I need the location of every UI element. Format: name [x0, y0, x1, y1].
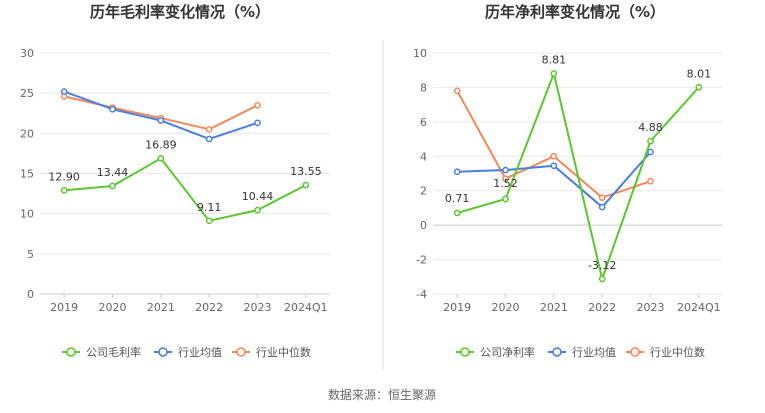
gross-x-tick-label: 2023: [244, 301, 272, 314]
net-company-point: [695, 83, 703, 91]
net-industry-avg-line: [457, 151, 652, 209]
net-y-tick-label: -2: [416, 254, 427, 267]
gross-y-tick-label: 0: [27, 288, 34, 301]
gross-data-label: 10.44: [242, 190, 274, 203]
net-industry-avg-point: [453, 168, 461, 176]
gross-industry-avg-point: [254, 119, 261, 127]
net-x-tick-label: 2022: [588, 301, 616, 314]
net-y-tick-label: 8: [420, 81, 427, 94]
gross-industry-median-point: [254, 101, 261, 109]
gross-legend-industry-avg[interactable]: 行业均值: [154, 346, 222, 359]
net-y-tick-label: 4: [420, 150, 427, 163]
gross-y-tick-label: 30: [20, 47, 34, 60]
legend-label: 行业中位数: [650, 345, 705, 359]
net-industry-median-point: [647, 177, 654, 185]
gross-industry-avg-point: [205, 135, 213, 143]
gross-y-tick-label: 10: [20, 208, 34, 221]
gross-company-point: [157, 154, 165, 162]
gross-y-tick-label: 5: [27, 248, 34, 261]
gross-data-label: 16.89: [145, 138, 177, 151]
gross-y-tick-label: 25: [20, 87, 34, 100]
net-data-label: 1.52: [493, 177, 518, 190]
net-industry-avg-point: [647, 148, 654, 156]
net-industry-median-point: [598, 194, 606, 201]
gross-x-tick-label: 2022: [195, 301, 223, 314]
data-source: 数据来源：恒生聚源: [328, 387, 436, 402]
net-data-label: 0.71: [445, 192, 470, 205]
gross-company-point: [60, 187, 68, 194]
legend-swatch-marker: [158, 347, 168, 357]
net-data-label: -3.12: [588, 259, 616, 272]
net-industry-median-point: [453, 87, 461, 95]
net-margin-chart: 历年净利率变化情况（%） -4 -2 0 2 4 6 8 10 2019 2020 2021 2022 2…: [413, 3, 723, 359]
gross-company-point: [109, 182, 116, 190]
net-data-label: 8.81: [542, 53, 567, 66]
net-company-point: [647, 137, 654, 145]
legend-label: 行业均值: [178, 346, 222, 359]
net-data-label: 4.88: [638, 121, 663, 134]
net-y-tick-label: 10: [413, 47, 427, 60]
legend-swatch-marker: [630, 347, 640, 357]
gross-data-label: 9.11: [197, 201, 222, 214]
gross-data-label: 13.55: [290, 165, 322, 178]
gross-chart-title: 历年毛利率变化情况（%）: [90, 3, 270, 21]
gross-y-tick-label: 20: [20, 127, 34, 140]
net-x-tick-label: 2021: [540, 301, 568, 314]
net-company-point: [598, 275, 606, 283]
gross-company-line: [64, 157, 307, 222]
legend-label: 公司毛利率: [86, 345, 141, 359]
net-industry-median-point: [550, 152, 558, 160]
net-y-tick-label: -4: [416, 288, 427, 301]
gross-x-tick-label: 2020: [99, 301, 127, 314]
gross-data-label: 13.44: [97, 166, 129, 179]
gross-industry-median-point: [205, 125, 213, 133]
gross-x-tick-label: 2019: [50, 301, 78, 314]
legend-swatch-marker: [236, 347, 246, 357]
gross-x-tick-label: 2024Q1: [284, 301, 328, 314]
legend-swatch-marker: [552, 347, 562, 357]
gross-industry-avg-point: [157, 117, 165, 124]
net-industry-avg-point: [502, 166, 509, 174]
net-y-tick-label: 2: [420, 185, 427, 198]
net-chart-title: 历年净利率变化情况（%）: [485, 3, 665, 21]
gross-y-tick-label: 15: [20, 168, 34, 181]
net-x-tick-label: 2020: [492, 301, 520, 314]
net-y-tick-label: 6: [420, 116, 427, 129]
legend-label: 公司净利率: [480, 345, 535, 359]
gross-legend-company[interactable]: 公司毛利率: [62, 345, 141, 359]
net-company-line: [456, 72, 700, 280]
net-industry-median-point: [502, 175, 509, 183]
gross-company-point: [254, 206, 261, 214]
net-x-tick-label: 2024Q1: [677, 301, 721, 314]
gross-margin-chart: 历年毛利率变化情况（%） 0 5 10 15 20 25 30 2019 2020 2021 2022…: [20, 3, 330, 359]
legend-label: 行业均值: [572, 346, 616, 359]
gross-x-tick-label: 2021: [147, 301, 175, 314]
legend-swatch-marker: [460, 347, 470, 357]
gross-legend-industry-median[interactable]: 行业中位数: [232, 345, 311, 359]
net-x-tick-label: 2023: [637, 301, 665, 314]
gross-company-point: [205, 217, 213, 225]
gross-industry-avg-point: [109, 105, 116, 113]
net-legend-industry-avg[interactable]: 行业均值: [548, 346, 616, 359]
gross-data-label: 12.90: [48, 170, 80, 183]
legend-label: 行业中位数: [256, 345, 311, 359]
net-company-point: [550, 70, 558, 77]
net-legend-company[interactable]: 公司净利率: [456, 345, 535, 359]
net-industry-avg-point: [550, 162, 558, 170]
gross-industry-avg-point: [60, 88, 68, 95]
net-company-point: [502, 195, 509, 203]
net-data-label: 8.01: [687, 67, 712, 80]
net-y-tick-label: 0: [420, 219, 427, 232]
net-company-point: [453, 209, 461, 217]
net-legend-industry-median[interactable]: 行业中位数: [626, 345, 705, 359]
gross-company-point: [302, 181, 310, 189]
net-industry-avg-point: [598, 203, 606, 211]
net-x-tick-label: 2019: [443, 301, 471, 314]
net-industry-median-line: [456, 90, 651, 199]
legend-swatch-marker: [66, 347, 76, 357]
